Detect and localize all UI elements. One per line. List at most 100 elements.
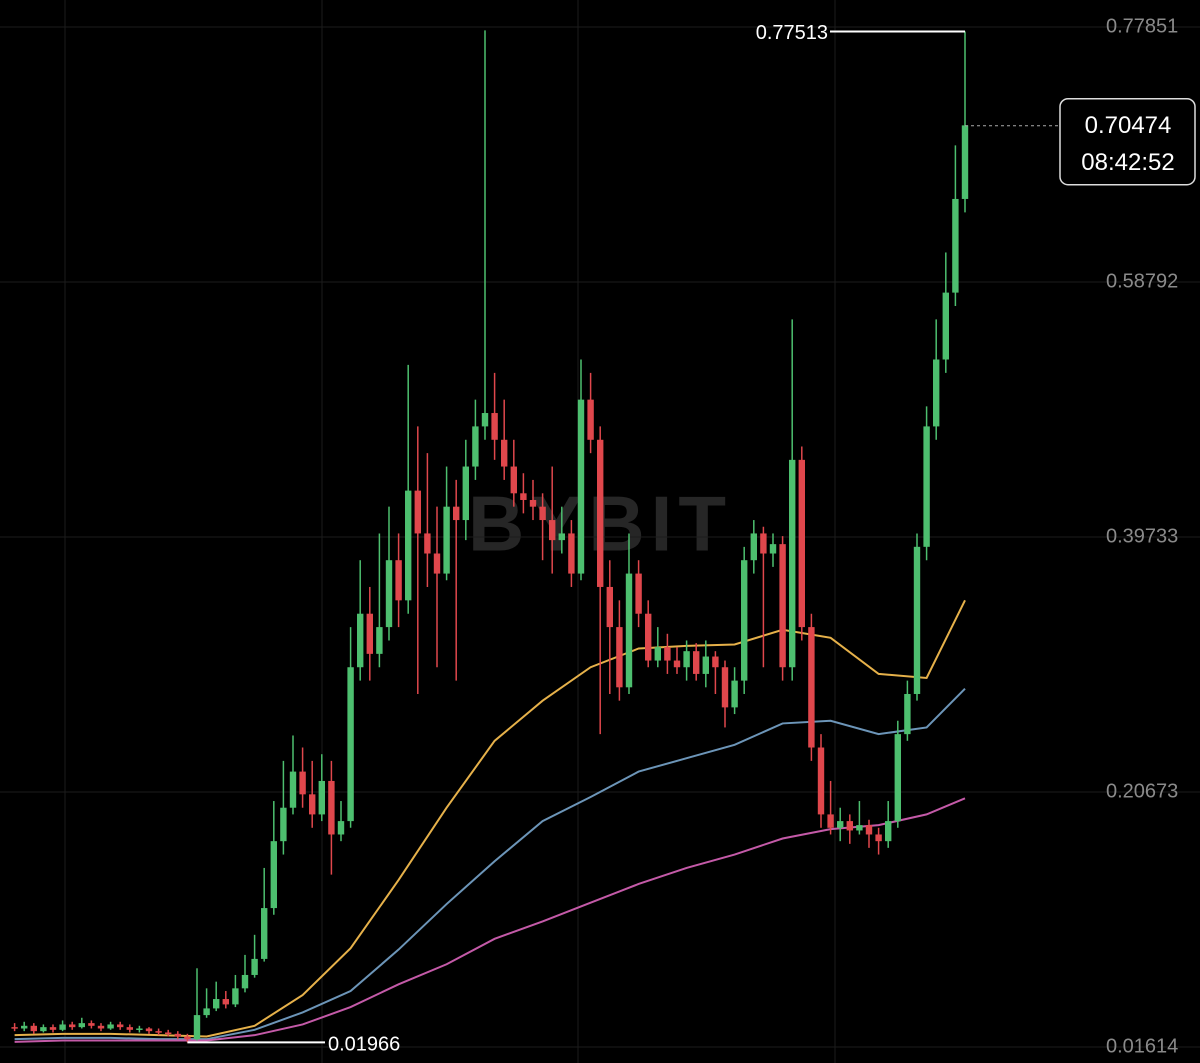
candle-body [481, 413, 489, 427]
candle-body [568, 533, 575, 574]
candle-body [318, 780, 325, 815]
candle-body [299, 771, 306, 795]
candle-body [337, 821, 345, 835]
candle-body [145, 1028, 153, 1032]
candle-body [59, 1024, 66, 1030]
candle-body [491, 413, 498, 440]
candle-body [107, 1024, 114, 1029]
candle-body [251, 958, 258, 975]
candle-body [933, 359, 940, 427]
candle-body [856, 825, 863, 831]
candle-body [664, 647, 671, 661]
candle-body [414, 490, 421, 534]
candle-body [913, 546, 921, 694]
candle-body [357, 613, 364, 668]
candle-body [453, 506, 460, 521]
candle-body [837, 821, 844, 828]
candle-body [309, 794, 316, 815]
candle-body [942, 292, 949, 360]
candle-body [462, 466, 469, 521]
candle-body [184, 1036, 191, 1040]
candle-body [712, 656, 719, 668]
candle-body [193, 1015, 201, 1040]
candle-body [952, 198, 959, 293]
candle-body [155, 1031, 162, 1033]
candle-body [693, 651, 700, 674]
candle-body [558, 533, 565, 541]
candle-body [741, 560, 748, 681]
candle-body [702, 656, 709, 674]
candle-body [405, 490, 412, 601]
candle-body [347, 667, 354, 822]
candle-body [798, 459, 805, 628]
candle-body [875, 834, 882, 842]
candle-body [174, 1033, 181, 1037]
candle-body [616, 627, 623, 688]
candle-body [328, 780, 335, 835]
candle-body [270, 841, 277, 909]
candle-body [69, 1024, 76, 1028]
candle-body [894, 734, 901, 822]
candle-body [88, 1023, 95, 1026]
candle-body [232, 988, 239, 1005]
candle-body [21, 1025, 28, 1029]
candle-body [241, 974, 249, 989]
candle-body [97, 1025, 105, 1029]
candle-body [587, 399, 594, 440]
candle-body [885, 821, 892, 842]
candle-body [625, 573, 633, 688]
candle-body [923, 426, 930, 547]
y-tick-label: 0.20673 [1106, 780, 1178, 802]
candle-body [635, 573, 642, 614]
candle-body [117, 1024, 124, 1028]
candle-body [376, 627, 383, 654]
candle-body [529, 499, 537, 507]
candle-body [827, 814, 834, 828]
y-tick-label: 0.58792 [1106, 270, 1178, 292]
moving-average-line [14, 797, 966, 1043]
candle-body [78, 1023, 85, 1028]
candle-body [808, 627, 815, 748]
candle-body [779, 544, 786, 668]
candle-body [654, 647, 661, 661]
candle-body [721, 667, 729, 708]
candle-body [165, 1032, 172, 1034]
candle-body [136, 1028, 143, 1030]
candle-body [472, 426, 479, 467]
candle-body [645, 613, 652, 661]
candle-body [750, 533, 757, 561]
candle-body [213, 999, 220, 1009]
candle-body [510, 466, 517, 494]
candle-body [424, 533, 431, 554]
candle-body [769, 544, 777, 554]
candle-body [961, 125, 969, 199]
y-tick-label: 0.39733 [1106, 525, 1178, 547]
candle-body [549, 520, 556, 541]
candle-body [501, 439, 508, 467]
y-tick-label: 0.77851 [1106, 15, 1178, 37]
candle-body [289, 771, 297, 808]
candle-body [11, 1027, 18, 1029]
candle-body [30, 1025, 37, 1032]
candle-body [865, 825, 873, 835]
candle-body [597, 439, 604, 587]
candle-body [433, 553, 441, 574]
candle-body [49, 1027, 57, 1030]
candle-body [40, 1027, 47, 1032]
candle-body [904, 693, 911, 735]
candle-body [280, 807, 287, 842]
candle-body [606, 586, 613, 628]
candle-body [520, 493, 527, 500]
candle-body [261, 908, 268, 959]
candle-body [443, 506, 450, 574]
candle-body [673, 660, 681, 668]
candle-body [846, 821, 853, 831]
last-price-box [1059, 97, 1196, 186]
candle-body [760, 533, 767, 554]
high-label: 0.77513 [756, 22, 828, 44]
candle-body [126, 1027, 133, 1030]
candle-body [539, 506, 546, 521]
candle-body [731, 680, 738, 708]
last-price-label: 0.70474 [1085, 112, 1172, 139]
